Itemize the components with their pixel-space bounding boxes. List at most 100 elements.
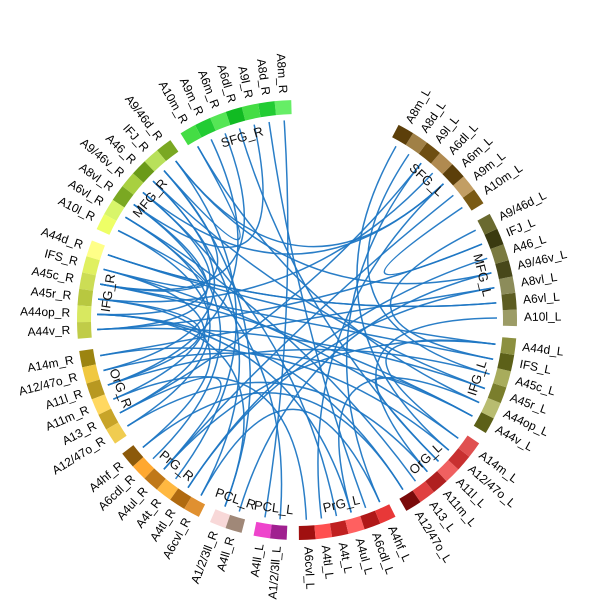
connection-link bbox=[103, 352, 473, 417]
connection-link bbox=[374, 376, 473, 462]
connection-link bbox=[97, 243, 483, 331]
segment-a11l-r bbox=[86, 379, 105, 400]
connection-link bbox=[119, 376, 222, 470]
segment-a4hf-l bbox=[375, 504, 396, 524]
connection-link bbox=[103, 268, 459, 439]
segment-a6m-r bbox=[210, 111, 231, 131]
segment-a9-46v-r bbox=[122, 173, 144, 195]
segment-a6vl-r bbox=[104, 199, 125, 221]
segment-a45r-l bbox=[487, 383, 507, 404]
subregion-label: A1/2/3ll_L bbox=[265, 545, 284, 600]
segment-a12-47o-r bbox=[82, 364, 100, 384]
subregion-label: A8d_R bbox=[254, 58, 273, 97]
connection-link bbox=[100, 133, 246, 291]
segment-a44op-l bbox=[481, 397, 501, 419]
subregion-label: A10l_L bbox=[524, 310, 562, 324]
segment-a6vl-l bbox=[501, 292, 517, 311]
segment-a9l-r bbox=[241, 103, 261, 121]
subregion-label: A4ll_L bbox=[248, 542, 267, 577]
connection-link bbox=[317, 183, 444, 519]
segment-a8vl-r bbox=[112, 186, 134, 208]
segment-a6cvl-l bbox=[298, 525, 316, 540]
segment-a45r-r bbox=[77, 288, 94, 307]
connection-link bbox=[97, 313, 404, 491]
segment-a1-2-3ll-r bbox=[209, 509, 231, 529]
segment-a6cdl-r bbox=[132, 457, 155, 479]
connection-link bbox=[142, 392, 404, 491]
connection-link bbox=[200, 408, 381, 503]
segment-a9-46d-r bbox=[157, 140, 179, 162]
connection-link bbox=[385, 339, 496, 439]
segment-a10l-l bbox=[502, 309, 518, 327]
connection-link bbox=[127, 381, 428, 473]
segment-a6cvl-r bbox=[184, 496, 206, 517]
subregion-label: A1/2/3ll_R bbox=[188, 529, 221, 586]
connection-link bbox=[367, 153, 490, 375]
segment-a6dl-l bbox=[430, 152, 453, 175]
segment-a9-46v-l bbox=[495, 260, 513, 280]
segment-a44op-r bbox=[77, 305, 92, 323]
subregion-label: A4tl_L bbox=[319, 544, 337, 580]
segment-a4t-l bbox=[329, 520, 349, 538]
connection-link bbox=[125, 216, 283, 520]
connection-link bbox=[375, 317, 497, 473]
segment-a45c-r bbox=[79, 272, 96, 291]
segment-a46-r bbox=[132, 161, 155, 183]
region-label-prg-l: PrG_L bbox=[321, 492, 361, 515]
segment-a11l-l bbox=[437, 459, 459, 482]
segment-a6cdl-l bbox=[360, 510, 381, 530]
connection-link bbox=[133, 124, 264, 249]
segment-a44d-r bbox=[86, 240, 105, 261]
connection-link bbox=[100, 283, 494, 361]
connection-link bbox=[97, 203, 208, 331]
connection-link bbox=[187, 287, 495, 489]
subregion-label: A45c_R bbox=[31, 264, 76, 285]
connection-link bbox=[238, 272, 492, 512]
region-label-pcl-l: PCL_L bbox=[253, 498, 294, 518]
segment-a9m-l bbox=[453, 176, 475, 198]
region-label-ifg-r: IFG_R bbox=[98, 273, 118, 313]
subregion-label: A8vl_L bbox=[520, 270, 559, 290]
segment-a4ul-l bbox=[345, 516, 365, 534]
region-label-pcl-r: PCL_R bbox=[213, 485, 258, 513]
segment-ifj-l bbox=[484, 228, 504, 250]
region-label-org-r: OrG_R bbox=[106, 366, 135, 410]
segment-a12-47o-l bbox=[399, 490, 421, 511]
segment-a13-r bbox=[98, 408, 119, 430]
subregion-label: A44v_R bbox=[27, 323, 71, 339]
connection-link bbox=[338, 377, 480, 513]
segment-a8vl-l bbox=[498, 276, 516, 295]
connection-link bbox=[175, 160, 444, 248]
subregion-label: A6cvl_L bbox=[301, 546, 317, 590]
connection-link bbox=[163, 194, 454, 470]
segment-a8m-l bbox=[392, 124, 414, 146]
connection-link bbox=[133, 203, 222, 460]
segment-a14m-r bbox=[79, 349, 96, 368]
segment-ifs-l bbox=[497, 352, 515, 372]
segment-a4ul-r bbox=[144, 468, 166, 490]
segment-a6dl-r bbox=[225, 107, 246, 126]
segment-a8d-r bbox=[258, 101, 277, 118]
connection-link bbox=[152, 180, 241, 496]
connection-link bbox=[98, 298, 211, 448]
segment-ifs-r bbox=[82, 256, 100, 276]
subregion-label: A45r_R bbox=[30, 284, 72, 302]
subregion-label: A8m_R bbox=[274, 53, 291, 94]
region-label-ifg-l: IFG_L bbox=[464, 358, 489, 397]
connection-link bbox=[98, 172, 434, 303]
connection-link bbox=[152, 180, 486, 390]
segment-a9l-l bbox=[418, 142, 441, 164]
connection-link bbox=[107, 348, 490, 386]
segment-a11m-r bbox=[91, 394, 112, 415]
segment-a4ll-l bbox=[253, 521, 272, 539]
segment-a4ll-r bbox=[225, 514, 246, 533]
connection-link bbox=[119, 162, 422, 414]
segment-a4hf-r bbox=[122, 445, 144, 467]
subregion-labels: A8m_RA8d_RA9l_RA6dl_RA6m_RA9m_RA10m_RA9/… bbox=[17, 53, 568, 600]
segment-ifj-r bbox=[144, 150, 166, 172]
segment-a11m-l bbox=[425, 471, 447, 493]
segment-a12-47o-r bbox=[106, 422, 127, 444]
connection-link bbox=[163, 146, 241, 241]
subregion-label: A44op_R bbox=[20, 304, 71, 319]
subregion-label: A4t_L bbox=[336, 541, 356, 575]
